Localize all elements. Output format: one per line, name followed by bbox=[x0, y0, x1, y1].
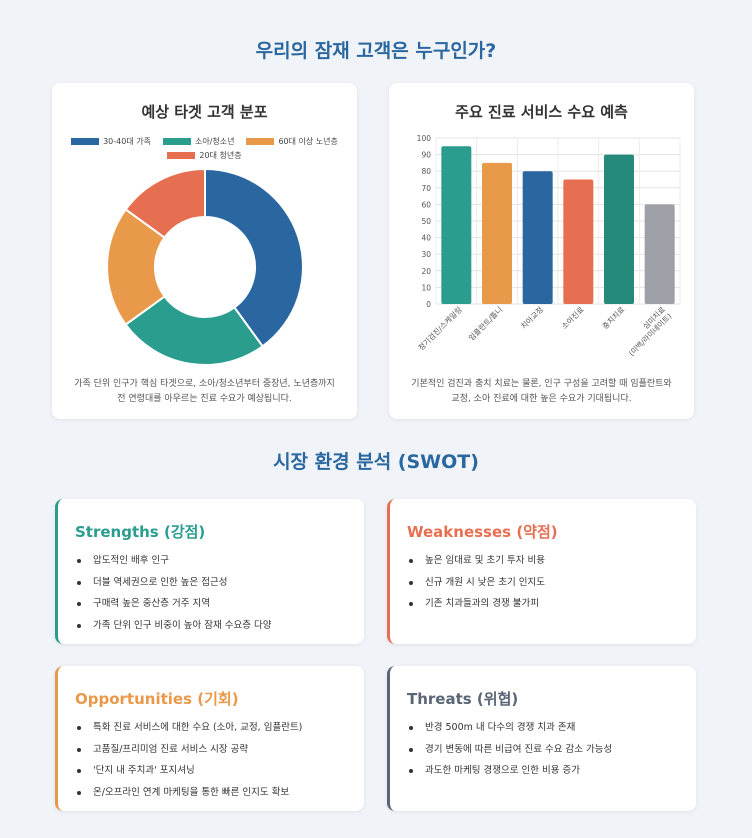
x-tick-label-line: 정기검진/스케일링 bbox=[416, 304, 464, 352]
legend-swatch bbox=[246, 137, 275, 145]
legend-swatch bbox=[71, 137, 100, 145]
legend-swatch bbox=[167, 151, 196, 159]
bar-caption-line2: 교정, 소아 진료에 대한 높은 수요가 기대됩니다. bbox=[451, 394, 632, 404]
service-demand-card: 주요 진료 서비스 수요 예측 0 10 20 30 40 50 60 70 80 90 100 정기… bbox=[389, 83, 694, 419]
x-tick-label-line: 치아교정 bbox=[518, 304, 545, 331]
threats-list: 반경 500m 내 다수의 경쟁 치과 존재 경기 변동에 따른 비급여 진료 … bbox=[407, 721, 686, 786]
pie-caption-line1: 가족 단위 인구가 핵심 타겟으로, 소아/청소년부터 중장년, 노년층까지 bbox=[74, 379, 335, 389]
pie-slice bbox=[124, 167, 206, 240]
pie-legend: 30-40대 가족 소아/청소년 60대 이상 노년층 20대 청년층 bbox=[52, 134, 357, 162]
legend-label: 30-40대 가족 bbox=[103, 136, 151, 146]
list-item: 특화 진료 서비스에 대한 수요 (소아, 교정, 임플란트) bbox=[75, 721, 354, 743]
pie-caption-line2: 전 연령대를 아우르는 진료 수요가 예상됩니다. bbox=[117, 394, 292, 404]
opportunities-list: 특화 진료 서비스에 대한 수요 (소아, 교정, 임플란트) 고품질/프리미엄… bbox=[75, 721, 354, 807]
list-item: 경기 변동에 따른 비급여 진료 수요 감소 가능성 bbox=[407, 743, 686, 765]
list-item: 고품질/프리미엄 진료 서비스 시장 공략 bbox=[75, 743, 354, 765]
page-title: 우리의 잠재 고객은 누구인가? bbox=[255, 40, 497, 62]
threats-card: Threats (위협) 반경 500m 내 다수의 경쟁 치과 존재 경기 변… bbox=[387, 666, 696, 811]
list-item: 온/오프라인 연계 마케팅을 통한 빠른 인지도 확보 bbox=[75, 786, 354, 808]
donut-chart bbox=[106, 167, 304, 366]
list-item: 기존 치과들과의 경쟁 불가피 bbox=[407, 597, 686, 619]
bar-caption: 기본적인 검진과 충치 치료는 물론, 인구 구성을 고려할 때 임플란트와 교… bbox=[399, 377, 684, 407]
list-item: 가족 단위 인구 비중이 높아 잠재 수요층 다양 bbox=[75, 619, 354, 641]
bar bbox=[644, 204, 675, 304]
y-tick-label: 30 bbox=[421, 250, 431, 259]
legend-label: 20대 청년층 bbox=[199, 150, 242, 160]
opportunities-card: Opportunities (기회) 특화 진료 서비스에 대한 수요 (소아,… bbox=[55, 666, 364, 811]
x-tick-label-line: 임플란트/틀니 bbox=[466, 304, 504, 342]
y-tick-label: 100 bbox=[417, 134, 432, 143]
y-tick-label: 20 bbox=[421, 267, 431, 276]
bar bbox=[604, 154, 634, 304]
legend-label: 소아/청소년 bbox=[194, 136, 235, 146]
x-tick-label-line: 소아진료 bbox=[559, 304, 586, 331]
weaknesses-list: 높은 임대료 및 초기 투자 비용 신규 개원 시 낮은 초기 인지도 기존 치… bbox=[407, 554, 686, 619]
y-tick-label: 70 bbox=[421, 184, 431, 193]
x-tick-label: 심미치료(미백/라미네이트) bbox=[626, 304, 673, 358]
strengths-card: Strengths (강점) 압도적인 배후 인구 더블 역세권으로 인한 높은… bbox=[55, 499, 364, 644]
target-distribution-card: 예상 타겟 고객 분포 30-40대 가족 소아/청소년 60대 이상 노년층 20… bbox=[52, 83, 357, 419]
weaknesses-title: Weaknesses (약점) bbox=[407, 523, 558, 541]
list-item: 신규 개원 시 낮은 초기 인지도 bbox=[407, 576, 686, 598]
list-item: 더블 역세권으로 인한 높은 접근성 bbox=[75, 576, 354, 598]
y-tick-label: 80 bbox=[421, 167, 431, 176]
x-tick-label-line: 충치치료 bbox=[601, 305, 627, 331]
opportunities-title: Opportunities (기회) bbox=[75, 690, 239, 708]
y-tick-label: 60 bbox=[421, 200, 431, 209]
bar bbox=[482, 162, 512, 304]
bar bbox=[441, 146, 472, 304]
legend-label: 60대 이상 노년층 bbox=[278, 136, 338, 146]
weaknesses-card: Weaknesses (약점) 높은 임대료 및 초기 투자 비용 신규 개원 … bbox=[387, 499, 696, 644]
swot-title: 시장 환경 분석 (SWOT) bbox=[273, 451, 479, 473]
bar-caption-line1: 기본적인 검진과 충치 치료는 물론, 인구 구성을 고려할 때 임플란트와 bbox=[411, 379, 672, 389]
x-tick-label: 충치치료 bbox=[601, 305, 627, 331]
bar-card-title: 주요 진료 서비스 수요 예측 bbox=[455, 103, 628, 121]
bar-chart: 0 10 20 30 40 50 60 70 80 90 100 정기검진/스케일링 임플란트/틀니 치아… bbox=[416, 134, 681, 358]
legend-item: 30-40대 가족 bbox=[71, 136, 151, 147]
pie-card-title: 예상 타겟 고객 분포 bbox=[141, 103, 268, 121]
strengths-list: 압도적인 배후 인구 더블 역세권으로 인한 높은 접근성 구매력 높은 중산층… bbox=[75, 554, 354, 640]
list-item: 반경 500m 내 다수의 경쟁 치과 존재 bbox=[407, 721, 686, 743]
list-item: 압도적인 배후 인구 bbox=[75, 554, 354, 576]
y-tick-label: 40 bbox=[421, 234, 431, 243]
pie-slice bbox=[204, 167, 304, 348]
list-item: 높은 임대료 및 초기 투자 비용 bbox=[407, 554, 686, 576]
bar bbox=[522, 171, 553, 304]
y-tick-label: 90 bbox=[421, 151, 431, 160]
list-item: 과도한 마케팅 경쟁으로 인한 비용 증가 bbox=[407, 764, 686, 786]
x-tick-label: 정기검진/스케일링 bbox=[416, 304, 464, 352]
list-item: '단지 내 주치과' 포지셔닝 bbox=[75, 764, 354, 786]
x-tick-label: 소아진료 bbox=[559, 304, 586, 331]
legend-item: 소아/청소년 bbox=[162, 136, 235, 147]
y-tick-label: 0 bbox=[426, 300, 431, 309]
legend-item: 20대 청년층 bbox=[167, 150, 242, 161]
strengths-title: Strengths (강점) bbox=[75, 523, 206, 541]
x-tick-label: 치아교정 bbox=[518, 304, 545, 331]
legend-swatch bbox=[162, 137, 191, 145]
legend-item: 60대 이상 노년층 bbox=[246, 136, 338, 147]
list-item: 구매력 높은 중산층 거주 지역 bbox=[75, 597, 354, 619]
x-tick-label: 임플란트/틀니 bbox=[466, 304, 504, 342]
pie-caption: 가족 단위 인구가 핵심 타겟으로, 소아/청소년부터 중장년, 노년층까지 전… bbox=[62, 377, 347, 407]
pie-slice bbox=[124, 294, 265, 366]
y-tick-label: 10 bbox=[421, 283, 431, 292]
threats-title: Threats (위협) bbox=[407, 690, 519, 708]
bar bbox=[563, 179, 594, 304]
y-tick-label: 50 bbox=[421, 217, 431, 226]
